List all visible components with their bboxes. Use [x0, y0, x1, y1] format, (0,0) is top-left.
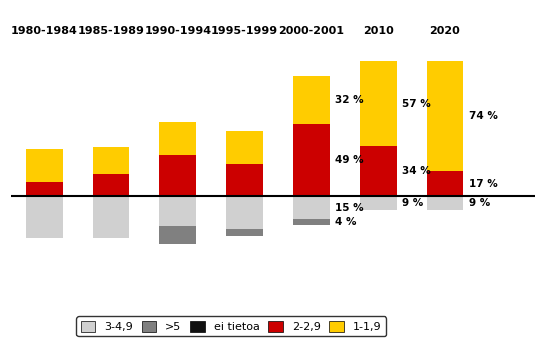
Bar [426, 196, 464, 210]
Bar [226, 229, 263, 237]
Bar [93, 196, 129, 238]
Bar [159, 196, 196, 226]
Text: 74 %: 74 % [468, 111, 497, 121]
Text: 32 %: 32 % [335, 95, 364, 105]
Bar [426, 171, 464, 196]
Text: 15 %: 15 % [335, 202, 364, 213]
Bar [93, 147, 129, 174]
Text: 34 %: 34 % [402, 166, 431, 176]
Bar [360, 61, 396, 146]
Bar [293, 124, 330, 196]
Legend: 3-4,9, >5, ei tietoa, 2-2,9, 1-1,9: 3-4,9, >5, ei tietoa, 2-2,9, 1-1,9 [76, 317, 386, 337]
Bar [293, 196, 330, 219]
Text: 9 %: 9 % [402, 198, 423, 208]
Bar [226, 196, 263, 229]
Bar [226, 164, 263, 196]
Bar [93, 174, 129, 196]
Bar [426, 61, 464, 171]
Bar [226, 131, 263, 164]
Bar [26, 182, 63, 196]
Bar [360, 196, 396, 210]
Bar [360, 146, 396, 196]
Text: 4 %: 4 % [335, 217, 357, 226]
Bar [26, 149, 63, 182]
Text: 49 %: 49 % [335, 155, 364, 165]
Bar [159, 155, 196, 196]
Bar [26, 196, 63, 238]
Text: 57 %: 57 % [402, 99, 431, 109]
Text: 9 %: 9 % [468, 198, 490, 208]
Bar [159, 226, 196, 244]
Text: 17 %: 17 % [468, 179, 497, 189]
Bar [293, 219, 330, 224]
Bar [293, 76, 330, 124]
Bar [159, 122, 196, 155]
